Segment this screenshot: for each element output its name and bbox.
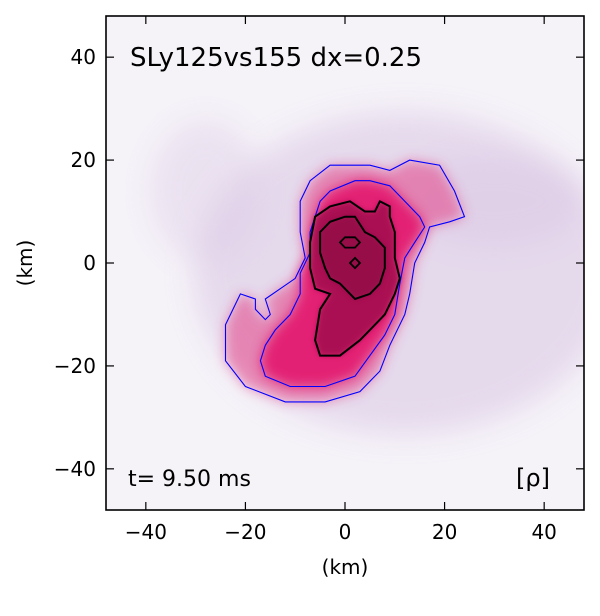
y-tick-label: 40 bbox=[71, 45, 96, 69]
y-tick-label: 20 bbox=[71, 148, 96, 172]
contour-black-1 bbox=[309, 199, 401, 357]
x-tick-label: 20 bbox=[432, 520, 457, 544]
x-tick-label: −40 bbox=[125, 520, 167, 544]
region-inner-core bbox=[320, 216, 385, 299]
x-axis-ticks: −40 −20 0 20 40 bbox=[125, 16, 557, 544]
field-label: [ρ] bbox=[516, 464, 550, 492]
time-label: t= 9.50 ms bbox=[128, 467, 251, 492]
y-axis-label: (km) bbox=[13, 240, 37, 287]
contour-black-3 bbox=[338, 236, 362, 249]
x-tick-label: 40 bbox=[531, 520, 556, 544]
halo-arm-left bbox=[150, 120, 261, 261]
density-contours bbox=[224, 159, 466, 403]
chart-title: SLy125vs155 dx=0.25 bbox=[130, 43, 422, 73]
halo-arm-right bbox=[404, 156, 584, 247]
y-axis-ticks: −40 −20 0 20 40 bbox=[54, 45, 584, 481]
contour-blue-outer bbox=[224, 159, 466, 403]
contour-black-2 bbox=[319, 215, 386, 301]
y-tick-label: −20 bbox=[54, 354, 96, 378]
contour-black-4 bbox=[348, 256, 362, 270]
x-axis-label: (km) bbox=[322, 555, 369, 579]
y-tick-label: 0 bbox=[83, 251, 96, 275]
x-tick-label: −20 bbox=[224, 520, 266, 544]
y-tick-label: −40 bbox=[54, 457, 96, 481]
contour-blue-inner bbox=[259, 180, 426, 388]
x-tick-label: 0 bbox=[339, 520, 352, 544]
